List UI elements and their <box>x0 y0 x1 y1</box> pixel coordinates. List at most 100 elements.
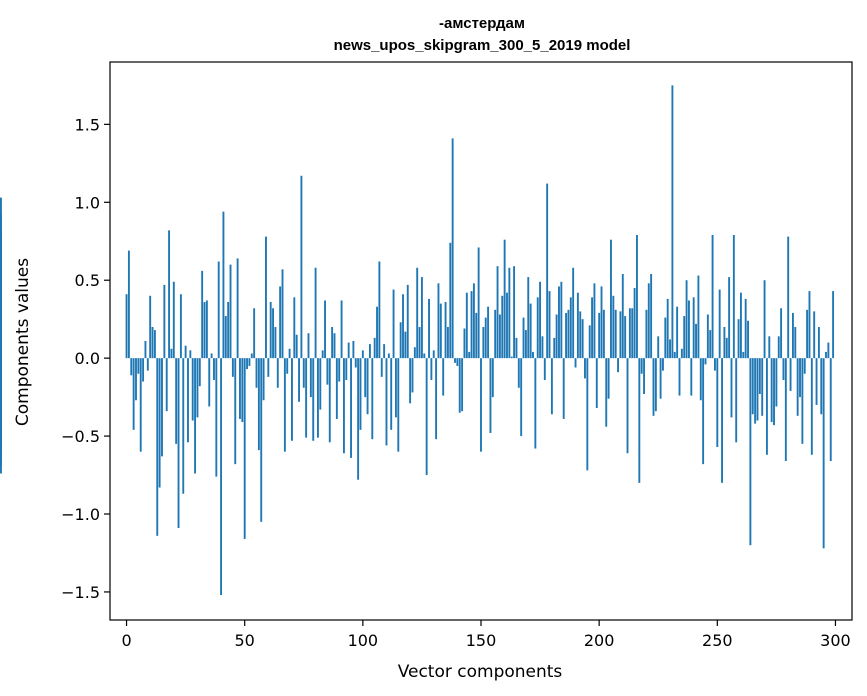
bar <box>569 297 572 359</box>
bar <box>347 342 350 359</box>
bar <box>307 333 310 359</box>
bar <box>274 326 277 359</box>
bar <box>808 291 811 359</box>
x-axis-label: Vector components <box>398 662 563 682</box>
bar <box>250 353 253 359</box>
bar <box>732 235 735 359</box>
bar <box>541 336 544 359</box>
y-tick-label: 1.5 <box>75 115 100 134</box>
bar <box>392 289 395 359</box>
bar <box>820 358 823 415</box>
bar <box>161 358 163 457</box>
bar <box>231 358 234 377</box>
bar <box>628 308 631 359</box>
bar <box>586 358 589 471</box>
bar <box>189 350 192 359</box>
bar <box>659 358 662 399</box>
bar <box>229 264 232 359</box>
bar <box>475 312 478 359</box>
bar <box>815 358 818 405</box>
bar <box>210 353 213 359</box>
bar <box>702 358 705 465</box>
bar <box>763 280 766 359</box>
bar <box>236 258 239 359</box>
bar <box>262 358 265 401</box>
bar <box>146 358 149 371</box>
y-axis-ticks: −1.5 −1.0 −0.5 0.0 0.5 1.0 1.5 <box>61 115 110 602</box>
bar <box>761 358 764 416</box>
bar <box>742 351 745 359</box>
bar <box>685 280 688 359</box>
bar <box>170 348 173 359</box>
bar <box>361 350 364 359</box>
bar <box>265 236 267 359</box>
bar <box>744 298 747 359</box>
bar <box>650 273 653 359</box>
bar <box>494 309 497 359</box>
bar <box>534 358 537 449</box>
bar <box>735 358 738 443</box>
bar <box>298 358 300 402</box>
bar <box>364 358 367 398</box>
bar <box>546 183 549 359</box>
bar <box>399 322 402 359</box>
bar <box>309 358 312 398</box>
y-axis-label: Components values <box>13 258 33 426</box>
bar <box>234 358 237 465</box>
bar <box>827 342 830 359</box>
bar <box>699 358 702 401</box>
x-tick-label: 300 <box>820 631 851 650</box>
bar <box>246 358 248 370</box>
bar <box>593 283 596 359</box>
bar <box>406 284 409 359</box>
bar <box>201 270 204 359</box>
bar <box>640 358 643 374</box>
bar <box>723 326 726 359</box>
bar <box>678 358 681 396</box>
bar <box>725 337 728 359</box>
bar <box>610 239 612 359</box>
x-tick-label: 150 <box>466 631 497 650</box>
bar <box>222 211 225 359</box>
bar <box>562 358 565 419</box>
bar <box>420 277 423 359</box>
bar <box>624 316 627 359</box>
bar <box>714 358 716 371</box>
bar <box>498 314 501 359</box>
bar <box>780 308 783 359</box>
bar <box>664 317 667 359</box>
bar <box>657 336 660 359</box>
bar <box>394 358 397 418</box>
bar <box>532 351 534 359</box>
bar <box>139 358 142 452</box>
x-tick-label: 200 <box>584 631 615 650</box>
x-axis-ticks: 0 50 100 150 200 250 300 <box>121 620 851 650</box>
bar <box>125 294 128 359</box>
bar <box>451 138 454 359</box>
bar <box>671 85 674 359</box>
bar <box>680 348 683 359</box>
bar <box>205 300 208 359</box>
bar <box>446 326 449 359</box>
bar <box>135 358 137 401</box>
bar <box>692 297 695 359</box>
bar <box>404 331 407 359</box>
bar <box>799 358 801 398</box>
bar <box>357 358 360 480</box>
bar <box>548 291 551 359</box>
bar <box>373 337 376 359</box>
bar <box>553 337 556 359</box>
bar <box>345 358 348 380</box>
bar <box>314 267 317 359</box>
bar <box>172 281 175 359</box>
bar <box>638 358 641 483</box>
bar <box>520 358 523 437</box>
y-tick-label: 0.0 <box>75 349 100 368</box>
bar <box>463 328 466 359</box>
bar <box>288 348 291 359</box>
bars-group <box>0 85 835 596</box>
bar <box>695 323 697 359</box>
bar <box>806 309 809 359</box>
bar <box>796 358 799 416</box>
bar <box>560 281 563 359</box>
